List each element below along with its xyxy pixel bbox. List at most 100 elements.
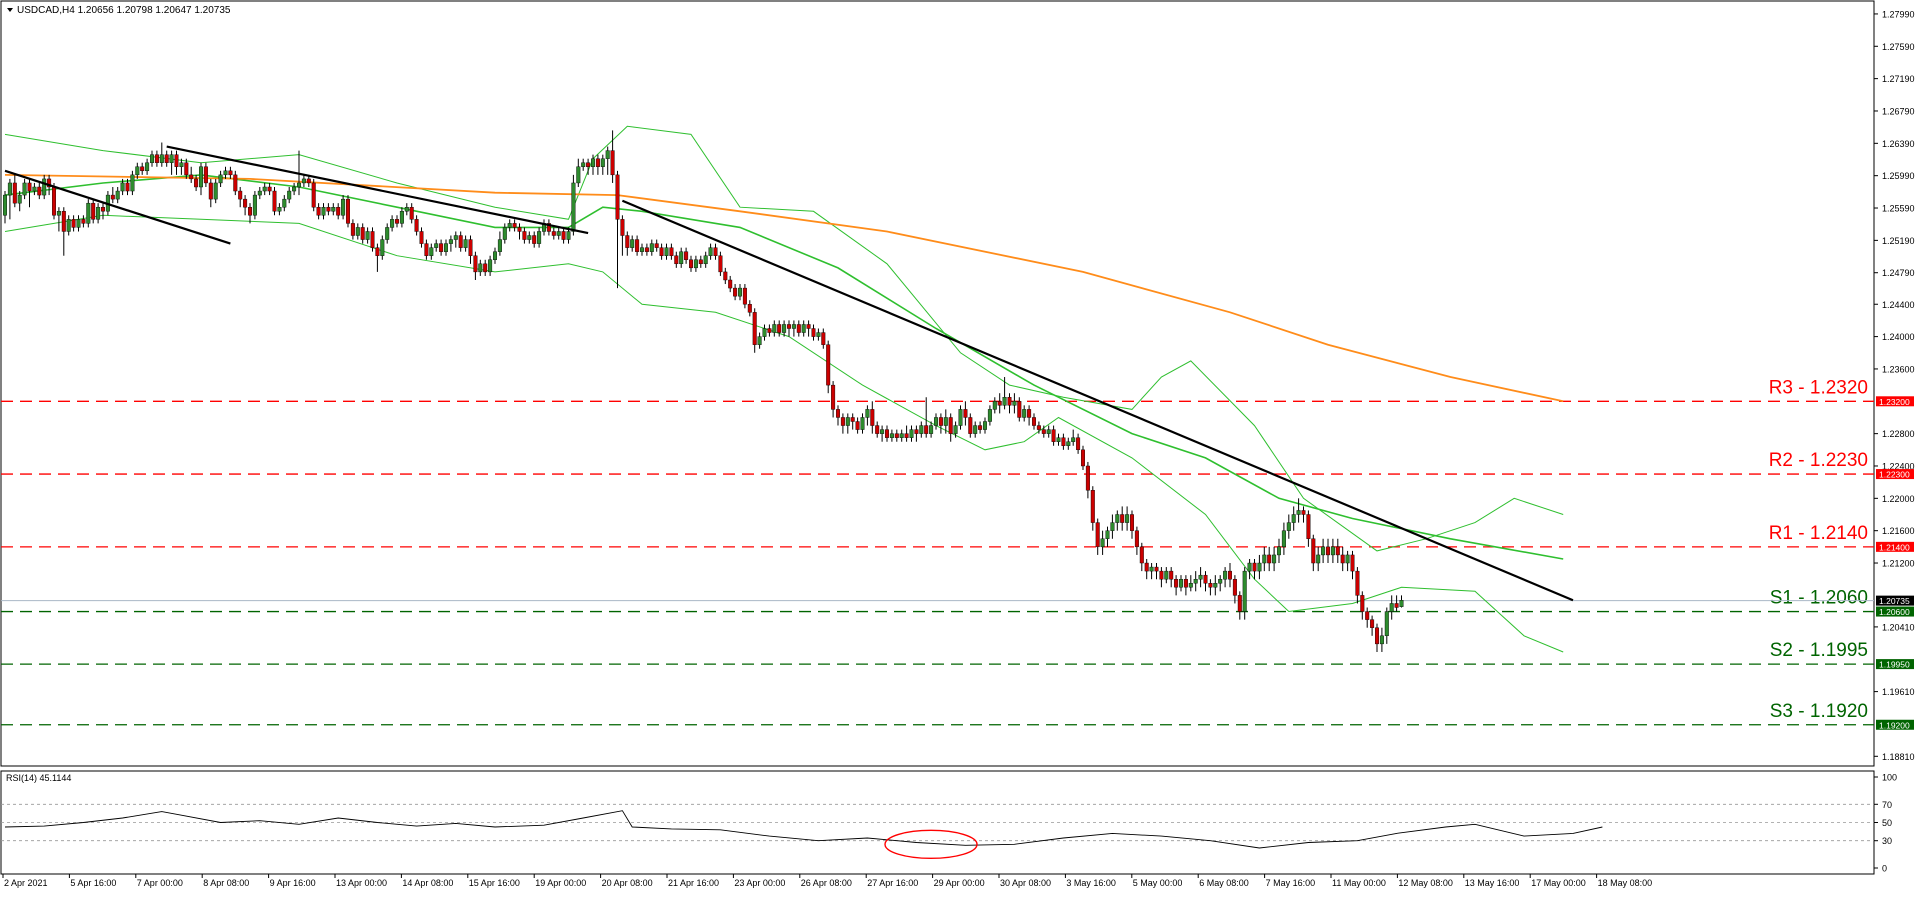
candle xyxy=(1311,534,1316,572)
candle xyxy=(213,178,218,204)
candle xyxy=(958,405,963,430)
candle-body xyxy=(963,409,968,418)
candle xyxy=(243,195,248,216)
candle xyxy=(419,227,424,248)
candle-body xyxy=(703,255,708,265)
candle xyxy=(1286,514,1291,539)
candle-body xyxy=(27,182,32,192)
candle-body xyxy=(669,247,674,256)
candle-body xyxy=(1223,570,1228,580)
candle-body xyxy=(1120,514,1125,523)
candle xyxy=(1370,615,1375,636)
candle-body xyxy=(600,158,605,167)
candle-body xyxy=(772,324,777,333)
candle-body xyxy=(1164,570,1169,580)
candle-body xyxy=(22,182,27,196)
candle xyxy=(1178,575,1183,592)
candle xyxy=(130,170,135,196)
candle-body xyxy=(257,190,262,196)
candle xyxy=(551,227,556,240)
price-tick-label: 1.27990 xyxy=(1882,9,1915,19)
candle-body xyxy=(326,207,331,212)
candle-body xyxy=(488,259,493,273)
candle xyxy=(987,405,992,426)
candle xyxy=(747,300,752,317)
candle xyxy=(1080,445,1085,471)
candle-body xyxy=(571,182,576,232)
candle-body xyxy=(493,251,498,260)
candle-body xyxy=(723,271,728,281)
level-price-tag xyxy=(1876,396,1914,407)
candle-body xyxy=(1134,530,1139,548)
candle-body xyxy=(904,433,909,438)
candle-body xyxy=(37,186,42,196)
candle xyxy=(1159,567,1164,588)
candle-body xyxy=(1031,417,1036,426)
candle xyxy=(1056,433,1061,446)
candle xyxy=(497,231,502,256)
candle xyxy=(321,203,326,220)
candle xyxy=(723,267,728,285)
candle xyxy=(1276,538,1281,564)
candle-body xyxy=(1301,510,1306,515)
candle-body xyxy=(527,235,532,240)
collapse-triangle-icon[interactable] xyxy=(7,8,13,12)
candle-body xyxy=(1281,530,1286,548)
candle-body xyxy=(1056,437,1061,442)
price-tick-label: 1.22000 xyxy=(1882,494,1915,504)
candle-body xyxy=(115,190,120,200)
chart-header: USDCAD,H4 1.20656 1.20798 1.20647 1.2073… xyxy=(7,5,231,16)
candle xyxy=(468,235,473,264)
candle-body xyxy=(439,243,444,252)
candle-body xyxy=(796,324,801,333)
candle xyxy=(218,170,223,187)
candle-body xyxy=(238,190,243,200)
candle-body xyxy=(301,178,306,184)
candle-body xyxy=(375,247,380,256)
candle xyxy=(581,158,586,171)
candle xyxy=(1242,567,1247,620)
candle xyxy=(850,413,855,430)
candle xyxy=(1232,575,1237,604)
candle-body xyxy=(1232,578,1237,596)
price-tick-label: 1.24000 xyxy=(1882,332,1915,342)
candle-body xyxy=(140,166,145,172)
moving-average-line xyxy=(4,174,1564,403)
candle-body xyxy=(875,425,880,434)
candle-body xyxy=(12,182,17,204)
candle xyxy=(81,215,86,228)
candle-body xyxy=(61,211,66,232)
candle xyxy=(1330,538,1335,564)
candle xyxy=(762,324,767,341)
candle xyxy=(938,413,943,434)
candle-body xyxy=(1095,522,1100,548)
candle-body xyxy=(1144,562,1149,572)
candle xyxy=(262,182,267,196)
candle xyxy=(365,227,370,244)
candles xyxy=(3,130,1404,652)
current-price-tag xyxy=(1876,595,1914,606)
candle xyxy=(1134,526,1139,555)
candle xyxy=(1085,461,1090,499)
candle xyxy=(1149,563,1154,580)
price-tick-label: 1.27190 xyxy=(1882,74,1915,84)
candle-body xyxy=(929,425,934,434)
candle-body xyxy=(76,219,81,228)
candle xyxy=(576,158,581,187)
candle xyxy=(395,215,400,228)
price-tick-label: 1.24400 xyxy=(1882,300,1915,310)
price-tick-label: 1.26790 xyxy=(1882,106,1915,116)
level-price-tag-text: 1.19950 xyxy=(1879,660,1910,670)
candle-body xyxy=(297,182,302,188)
price-tick-label: 1.25590 xyxy=(1882,204,1915,214)
candle-body xyxy=(1154,566,1159,572)
candle xyxy=(1227,563,1232,588)
trendline[interactable] xyxy=(621,199,1574,602)
candle xyxy=(252,191,257,220)
trendline[interactable] xyxy=(4,169,231,245)
candle xyxy=(811,324,816,341)
candle-body xyxy=(331,207,336,212)
trendline[interactable] xyxy=(166,145,589,235)
candle-body xyxy=(1080,449,1085,467)
